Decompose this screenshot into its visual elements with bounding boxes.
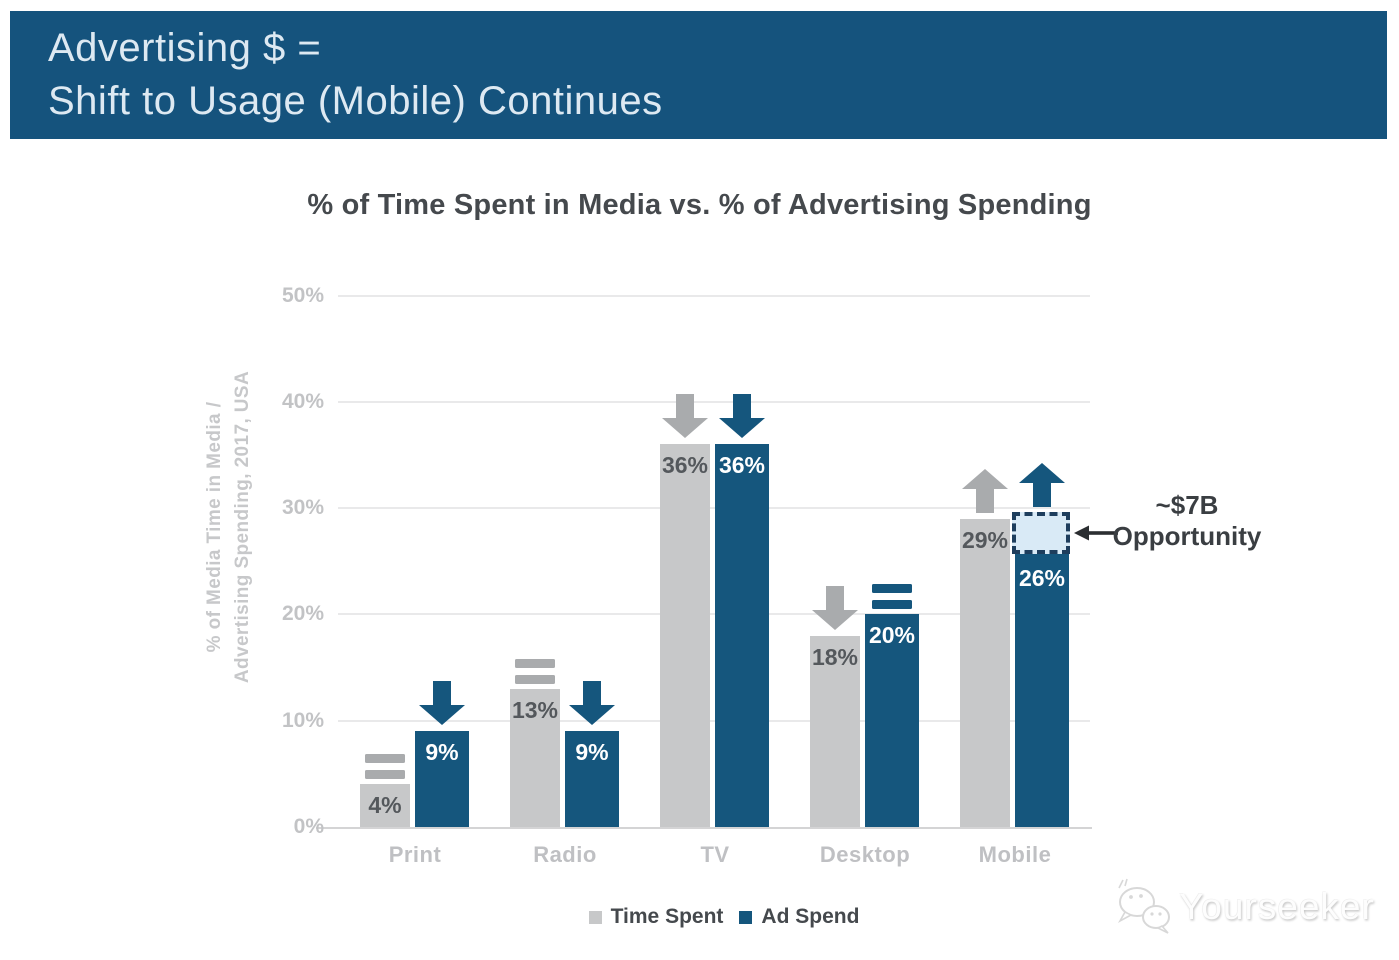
bar	[360, 784, 410, 827]
watermark-logo-icon	[1117, 878, 1170, 934]
x-category-label: Print	[388, 842, 442, 867]
bar	[510, 688, 560, 827]
header-banner: Advertising $ = Shift to Usage (Mobile) …	[10, 11, 1387, 139]
x-axis-baseline	[316, 827, 1092, 829]
bar	[565, 731, 619, 827]
opportunity-gap-box	[1012, 512, 1070, 554]
grid-line	[338, 400, 1090, 403]
watermark: Yourseeker	[1113, 876, 1375, 938]
watermark-text: Yourseeker	[1179, 886, 1375, 927]
down-arrow-icon	[569, 681, 615, 726]
opportunity-annotation-line1: ~$7B	[1155, 490, 1219, 520]
legend-swatch	[588, 910, 602, 924]
bar-value-label: 36%	[661, 452, 709, 479]
bar-value-label: 36%	[718, 452, 766, 479]
annotation-arrow-icon	[1074, 525, 1118, 541]
equals-icon	[365, 754, 405, 780]
legend-swatch	[739, 910, 753, 924]
down-arrow-icon	[419, 681, 465, 726]
bar-value-label: 20%	[868, 622, 916, 649]
bar-value-label: 26%	[1018, 564, 1066, 591]
bar-value-label: 18%	[811, 643, 859, 670]
banner-title-line1: Advertising $ =	[48, 26, 322, 70]
bar	[415, 731, 469, 827]
y-axis-title-line2: Advertising Spending, 2017, USA	[232, 370, 253, 684]
opportunity-annotation-line2: Opportunity	[1112, 521, 1262, 551]
y-tick-label: 10%	[281, 708, 324, 732]
x-category-label: Radio	[533, 842, 597, 867]
equals-icon	[515, 658, 555, 684]
bar	[810, 635, 860, 827]
x-category-label: Mobile	[978, 842, 1052, 867]
chart-title: % of Time Spent in Media vs. % of Advert…	[307, 189, 1092, 221]
bar-value-label: 13%	[511, 696, 559, 723]
bar-value-label: 4%	[368, 792, 402, 819]
down-arrow-icon	[662, 394, 708, 439]
down-arrow-icon	[812, 585, 858, 630]
down-arrow-icon	[719, 394, 765, 439]
bar-value-label: 9%	[425, 739, 459, 766]
bar-value-label: 9%	[575, 739, 609, 766]
y-tick-label: 30%	[281, 496, 324, 520]
opportunity-annotation: ~$7B Opportunity	[1106, 490, 1268, 552]
up-arrow-icon	[1019, 462, 1065, 507]
y-tick-label: 0%	[293, 815, 324, 838]
legend-label: Time Spent	[610, 905, 724, 928]
x-category-label: Desktop	[819, 842, 911, 867]
up-arrow-icon	[962, 468, 1008, 513]
grid-line	[338, 507, 1090, 510]
grid-line	[338, 294, 1090, 297]
grid-line	[338, 613, 1090, 616]
y-tick-label: 20%	[281, 602, 324, 626]
bar	[960, 518, 1010, 827]
equals-icon	[872, 584, 912, 610]
legend-label: Ad Spend	[761, 905, 860, 928]
banner-title-line2: Shift to Usage (Mobile) Continues	[48, 79, 663, 123]
legend-item: Time Spent	[588, 905, 724, 929]
bar-value-label: 29%	[961, 526, 1009, 553]
y-tick-label: 50%	[281, 283, 324, 307]
bar	[1015, 550, 1069, 827]
bar	[865, 614, 919, 827]
bar	[715, 444, 769, 827]
y-axis-title: % of Media Time in Media / Advertising S…	[201, 312, 259, 742]
y-tick-label: 40%	[281, 389, 324, 413]
y-axis-title-line1: % of Media Time in Media /	[204, 401, 225, 653]
x-category-label: TV	[700, 842, 730, 867]
bar	[660, 444, 710, 827]
grid-line	[338, 719, 1090, 722]
legend: Time Spent Ad Spend	[349, 905, 1099, 929]
legend-item: Ad Spend	[739, 905, 859, 929]
